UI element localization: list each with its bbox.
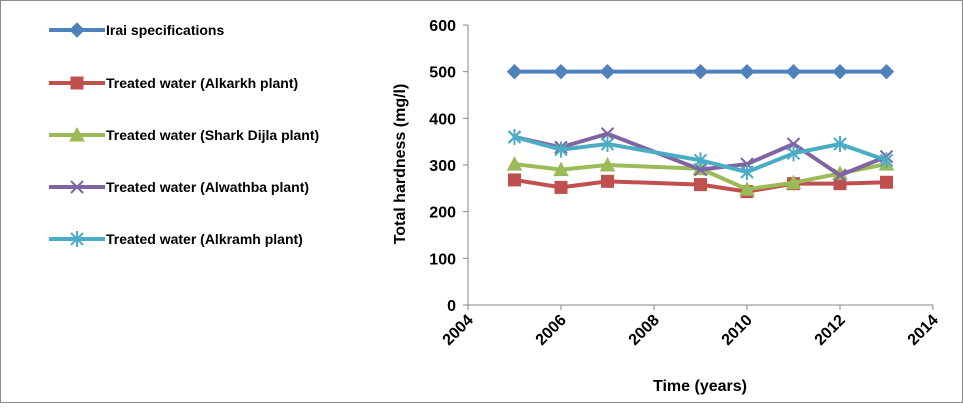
data-point bbox=[785, 174, 802, 190]
legend-item: Irai specifications bbox=[49, 22, 224, 38]
data-point bbox=[740, 164, 754, 180]
data-point bbox=[553, 161, 569, 177]
legend-item: Treated water (Alkarkh plant) bbox=[49, 75, 298, 91]
legend-marker bbox=[69, 22, 85, 38]
y-tick-label: 0 bbox=[447, 298, 456, 315]
legend-marker bbox=[70, 180, 84, 194]
data-point bbox=[832, 63, 848, 80]
data-point bbox=[786, 145, 801, 162]
data-point bbox=[507, 129, 522, 145]
x-tick-label: 2010 bbox=[719, 312, 756, 349]
data-point bbox=[833, 168, 847, 182]
data-point bbox=[833, 136, 847, 152]
data-point bbox=[694, 178, 707, 192]
data-point bbox=[599, 156, 616, 172]
axes bbox=[463, 24, 934, 310]
legend: Irai specifications Treated water (Alkark… bbox=[49, 22, 319, 247]
x-tick-label: 2008 bbox=[626, 312, 663, 349]
legend-marker bbox=[70, 76, 84, 90]
y-tick-label: 300 bbox=[429, 158, 456, 175]
legend-marker bbox=[70, 231, 84, 247]
x-tick-label: 2012 bbox=[812, 312, 849, 349]
data-point bbox=[600, 127, 615, 141]
y-tick-label: 100 bbox=[429, 251, 456, 268]
data-point bbox=[506, 156, 523, 171]
data-point bbox=[739, 63, 755, 80]
y-tick-label: 200 bbox=[429, 205, 456, 222]
data-point bbox=[554, 180, 568, 194]
legend-item: Treated water (Shark Dijla plant) bbox=[49, 126, 319, 143]
series-1 bbox=[506, 63, 895, 80]
legend-label: Treated water (Alwathba plant) bbox=[106, 179, 309, 195]
series-line bbox=[513, 135, 888, 174]
legend-label: Treated water (Alkramh plant) bbox=[106, 231, 303, 247]
data-point bbox=[508, 173, 521, 187]
data-point bbox=[554, 141, 568, 158]
data-point bbox=[506, 63, 523, 80]
data-point bbox=[878, 63, 895, 80]
tick-labels: 0 100 200 300 400 500 600 2004 2006 2008 2010 2012 2… bbox=[429, 18, 942, 349]
data-point bbox=[880, 175, 893, 189]
y-axis-label: Total hardness (mg/l) bbox=[392, 84, 409, 245]
legend-label: Treated water (Alkarkh plant) bbox=[106, 75, 298, 91]
data-point bbox=[739, 181, 755, 196]
data-point bbox=[600, 136, 615, 152]
plot-area bbox=[506, 63, 895, 199]
y-tick-label: 600 bbox=[429, 18, 456, 35]
legend-item: Treated water (Alkramh plant) bbox=[49, 231, 303, 247]
legend-item: Treated water (Alwathba plant) bbox=[49, 179, 309, 195]
x-tick-label: 2006 bbox=[533, 312, 570, 349]
data-point bbox=[692, 63, 709, 80]
y-tick-label: 400 bbox=[429, 111, 456, 128]
legend-marker bbox=[69, 126, 85, 142]
data-point bbox=[599, 63, 616, 80]
legend-label: Treated water (Shark Dijla plant) bbox=[106, 127, 319, 143]
series-5 bbox=[507, 129, 894, 180]
y-tick-label: 500 bbox=[429, 65, 456, 82]
series-line bbox=[514, 177, 887, 194]
x-tick-label: 2004 bbox=[440, 312, 477, 349]
data-point bbox=[553, 63, 569, 80]
x-axis-label: Time (years) bbox=[653, 378, 747, 395]
data-point bbox=[693, 152, 708, 169]
x-tick-label: 2014 bbox=[905, 312, 942, 349]
legend-label: Irai specifications bbox=[106, 22, 224, 38]
data-point bbox=[879, 152, 894, 169]
series-3 bbox=[506, 156, 895, 196]
data-point bbox=[785, 63, 802, 80]
data-point bbox=[601, 174, 614, 188]
series-line bbox=[514, 162, 887, 192]
